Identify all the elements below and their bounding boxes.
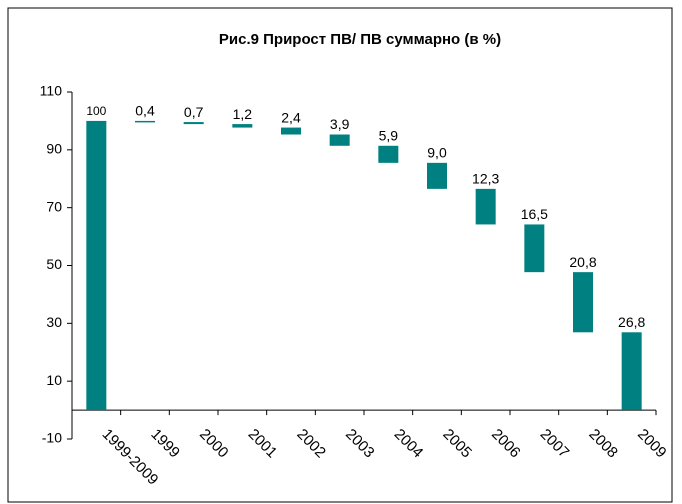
data-label: 100 [86, 104, 106, 118]
y-tick-label: -10 [42, 430, 62, 446]
bar [573, 272, 593, 333]
y-tick-label: 10 [46, 372, 62, 388]
bar [183, 122, 204, 125]
bar [281, 127, 301, 135]
data-label: 2,4 [281, 109, 301, 125]
data-label: 16,5 [521, 206, 548, 222]
bar [475, 188, 496, 225]
y-tick-label: 110 [40, 83, 63, 99]
bar [135, 120, 155, 123]
bar [232, 124, 253, 128]
data-label: 3,9 [330, 116, 350, 132]
bar [378, 145, 399, 163]
bar [329, 134, 350, 146]
bar [427, 162, 447, 189]
y-tick-label: 90 [46, 141, 62, 157]
chart-title: Рис.9 Прирост ПВ/ ПВ суммарно (в %) [219, 31, 501, 48]
data-label: 12,3 [472, 171, 499, 187]
data-label: 0,4 [135, 103, 155, 119]
y-tick-label: 70 [46, 198, 62, 214]
chart-frame [7, 7, 673, 503]
data-label: 9,0 [427, 145, 447, 161]
data-label: 0,7 [184, 104, 204, 120]
bar [86, 120, 107, 411]
data-label: 5,9 [379, 127, 399, 143]
data-label: 1,2 [233, 106, 253, 122]
bar [524, 224, 545, 273]
data-label: 20,8 [569, 254, 596, 270]
y-tick-label: 30 [46, 314, 62, 330]
data-label: 26,8 [618, 314, 645, 330]
y-tick-label: 50 [46, 256, 62, 272]
bar [621, 332, 642, 410]
